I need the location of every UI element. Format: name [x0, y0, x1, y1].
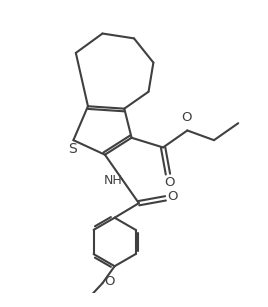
Text: NH: NH: [104, 174, 123, 187]
Text: O: O: [167, 190, 177, 203]
Text: S: S: [68, 142, 77, 156]
Text: O: O: [181, 111, 191, 124]
Text: O: O: [164, 176, 174, 189]
Text: O: O: [105, 275, 115, 289]
